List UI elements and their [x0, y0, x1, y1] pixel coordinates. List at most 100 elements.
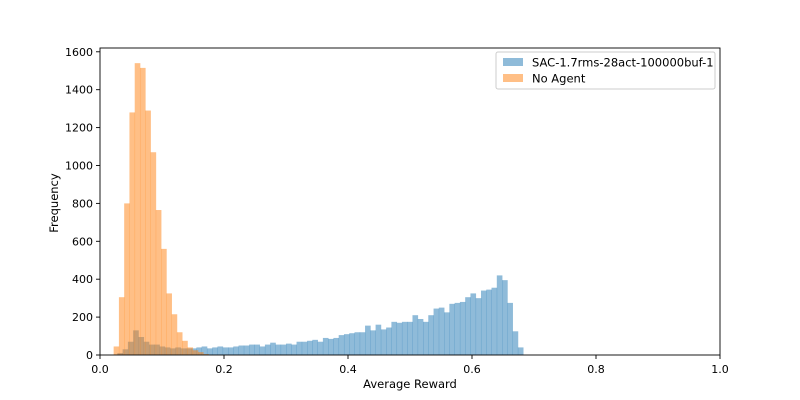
histogram-bar-series-0	[322, 337, 329, 355]
legend-label-no-agent: No Agent	[532, 72, 586, 86]
y-tick-label: 1600	[65, 46, 93, 59]
histogram-bar-series-1	[150, 152, 157, 355]
histogram-bar-series-1	[176, 332, 183, 355]
histogram-bar-series-0	[328, 338, 334, 355]
histogram-bar-series-0	[449, 303, 455, 355]
y-tick-label: 800	[72, 197, 93, 210]
histogram-bar-series-0	[380, 329, 387, 355]
histogram-bar-series-0	[386, 327, 392, 355]
x-tick-label: 0.4	[339, 363, 357, 376]
histogram-bar-series-0	[459, 301, 466, 355]
histogram-bar-series-0	[438, 307, 445, 355]
histogram-bar-series-0	[312, 339, 318, 355]
y-tick-label: 1000	[65, 159, 93, 172]
histogram-bar-series-1	[161, 248, 167, 355]
histogram-bar-series-0	[412, 315, 419, 355]
x-tick-label: 0.0	[91, 363, 109, 376]
histogram-bar-series-1	[182, 340, 188, 355]
histogram-bar-series-0	[286, 343, 292, 355]
histogram-bar-series-0	[264, 344, 271, 355]
histogram-bar-series-1	[187, 347, 194, 355]
y-axis-label: Frequency	[47, 173, 61, 233]
histogram-bar-series-0	[259, 346, 266, 355]
histogram-bar-series-0	[270, 342, 276, 355]
histogram-bar-series-0	[507, 302, 513, 355]
histogram-bar-series-1	[197, 352, 204, 355]
histogram-bar-series-0	[454, 302, 461, 355]
histogram-bar-series-0	[280, 344, 287, 355]
histogram-bar-series-0	[243, 345, 250, 355]
histogram-bar-series-0	[301, 341, 308, 355]
legend-label-sac: SAC-1.7rms-28act-100000buf-1	[532, 56, 714, 70]
histogram-bar-series-0	[470, 293, 477, 355]
histogram-bar-series-0	[365, 325, 371, 355]
legend: SAC-1.7rms-28act-100000buf-1 No Agent	[495, 51, 716, 90]
histogram-bar-series-0	[206, 348, 213, 355]
histogram-bar-series-0	[201, 346, 208, 355]
histogram-bar-series-0	[417, 318, 424, 355]
histogram-bar-series-0	[396, 322, 403, 355]
y-tick-label: 200	[72, 311, 93, 324]
histogram-bar-series-0	[391, 321, 398, 355]
histogram-bar-series-1	[171, 314, 178, 355]
histogram-bar-series-0	[486, 289, 492, 355]
histogram-bar-series-0	[491, 287, 498, 355]
histogram-bar-series-1	[155, 210, 162, 355]
histogram-bar-series-0	[375, 324, 382, 355]
histogram-bar-series-0	[480, 290, 487, 355]
histogram-bar-series-0	[275, 344, 282, 355]
y-tick-label: 600	[72, 235, 93, 248]
legend-swatch-no-agent	[503, 74, 523, 82]
histogram-bar-series-0	[502, 280, 508, 355]
plot-frame	[99, 47, 721, 356]
x-tick-label: 0.6	[463, 363, 481, 376]
histogram-bar-series-0	[512, 331, 519, 355]
histogram-bar-series-0	[465, 297, 471, 355]
histogram-bar-series-0	[338, 335, 345, 355]
histogram-bar-series-1	[166, 293, 172, 355]
legend-swatch-sac	[503, 58, 523, 66]
histogram-bar-series-1	[118, 297, 125, 355]
histogram-bar-series-1	[145, 110, 151, 355]
histogram-bar-series-1	[129, 112, 136, 356]
histogram-bar-series-0	[517, 347, 524, 355]
y-axis-ticks: 0 200 400 600 800 1000 1200 1400 1600	[65, 46, 100, 362]
histogram-bar-series-0	[317, 341, 324, 355]
histogram-bar-series-0	[238, 345, 245, 355]
histogram-bar-series-0	[228, 347, 234, 355]
histogram-bar-series-0	[222, 347, 229, 355]
histogram-bar-series-0	[343, 334, 350, 355]
histogram-bar-series-0	[433, 308, 440, 355]
y-tick-label: 400	[72, 273, 93, 286]
histogram-bar-series-0	[291, 344, 297, 355]
x-tick-label: 0.8	[587, 363, 605, 376]
histogram-bar-series-0	[254, 344, 260, 355]
legend-frame	[495, 51, 716, 90]
histogram-bar-series-0	[333, 337, 340, 355]
y-tick-label: 1200	[65, 122, 93, 135]
histogram-bar-series-0	[407, 321, 413, 355]
histogram-bar-series-0	[196, 347, 203, 355]
histogram-bar-series-0	[475, 298, 482, 355]
y-tick-label: 0	[86, 349, 93, 362]
x-axis-label: Average Reward	[363, 377, 457, 391]
histogram-bar-series-1	[139, 67, 146, 356]
histogram-bar-series-1	[124, 203, 130, 355]
histogram-bar-series-1	[113, 346, 120, 355]
histogram-bar-series-0	[423, 321, 429, 355]
histogram-bar-series-0	[307, 340, 313, 355]
histogram-bar-series-1	[203, 354, 209, 355]
histogram-bar-series-0	[217, 346, 224, 355]
histogram-bar-series-0	[233, 346, 239, 355]
histogram-bar-series-0	[249, 344, 255, 355]
histogram-bar-series-0	[401, 321, 408, 355]
histogram-bar-series-0	[370, 330, 376, 355]
histogram-bar-series-1	[134, 63, 141, 355]
histogram-bars	[113, 63, 524, 356]
histogram-bar-series-0	[212, 347, 218, 355]
y-tick-label: 1400	[65, 84, 93, 97]
x-tick-label: 1.0	[711, 363, 729, 376]
histogram-bar-series-0	[354, 332, 361, 355]
histogram-bar-series-0	[296, 341, 303, 355]
